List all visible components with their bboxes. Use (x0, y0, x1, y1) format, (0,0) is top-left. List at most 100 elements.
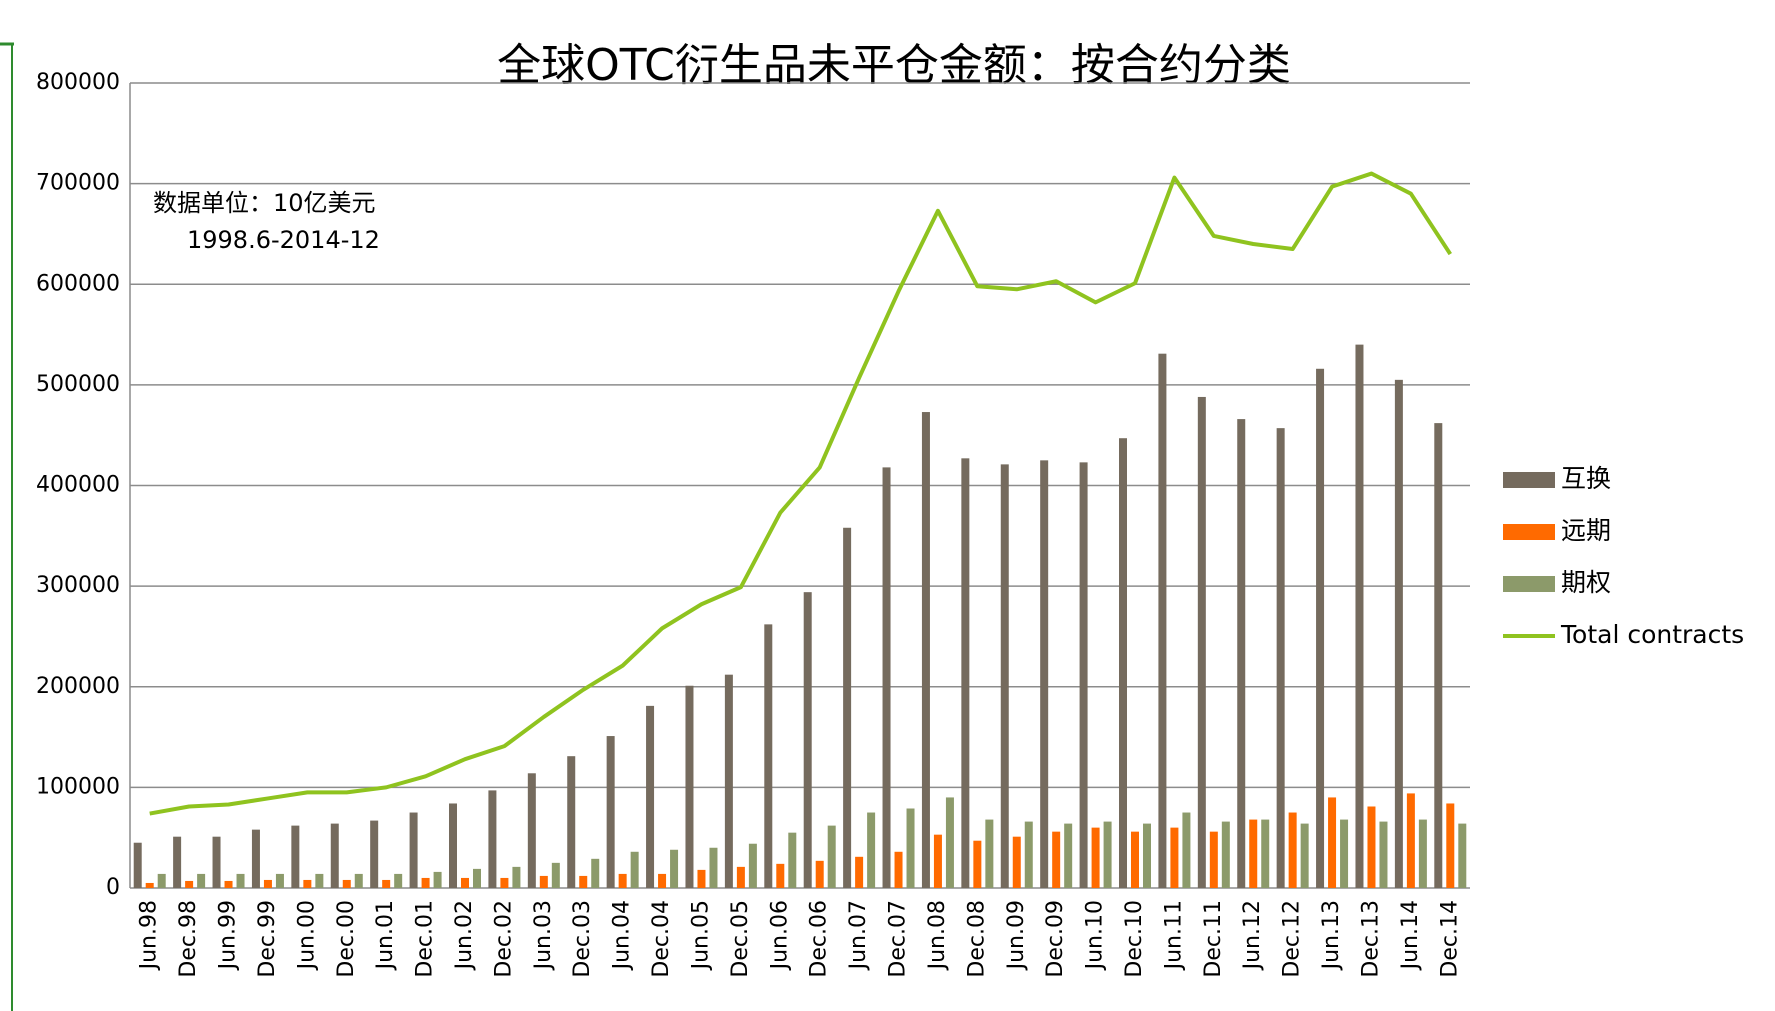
bar (748, 843, 757, 888)
bar (815, 860, 824, 888)
bar (906, 808, 915, 888)
x-tick-label: Dec.00 (334, 900, 359, 978)
annotation: 数据单位：10亿美元 (153, 189, 376, 217)
bar (1340, 819, 1349, 888)
bar (330, 823, 339, 888)
x-tick-label: Dec.11 (1201, 900, 1226, 978)
x-tick-label: Dec.13 (1358, 900, 1383, 978)
bar (133, 842, 142, 888)
bar (1316, 368, 1325, 888)
bar (145, 882, 154, 888)
x-tick-label: Jun.01 (373, 900, 398, 971)
bar (1367, 806, 1376, 888)
bar (1158, 353, 1167, 888)
bar (567, 756, 576, 888)
bar (827, 825, 836, 888)
x-tick-label: Jun.13 (1319, 900, 1344, 971)
bar (551, 862, 560, 888)
bar (275, 873, 284, 888)
x-tick-label: Dec.14 (1437, 900, 1462, 978)
bar (658, 873, 667, 888)
bar (843, 527, 852, 888)
bar (945, 797, 954, 888)
bar (1052, 831, 1061, 888)
bar (1300, 823, 1309, 888)
bar (1221, 821, 1230, 888)
x-tick-label: Jun.12 (1240, 900, 1265, 971)
bar (1249, 819, 1258, 888)
bar (646, 705, 655, 888)
x-tick-label: Dec.10 (1122, 900, 1147, 978)
bar (461, 877, 469, 888)
bar (1091, 827, 1100, 888)
x-tick-label: Jun.10 (1083, 900, 1108, 971)
bar (921, 412, 930, 888)
bar (185, 880, 194, 888)
bar (1119, 438, 1127, 888)
x-tick-label: Jun.11 (1161, 900, 1186, 971)
bar (382, 879, 391, 888)
legend-label: 远期 (1561, 516, 1611, 545)
bar (1209, 831, 1218, 888)
bar (788, 832, 797, 888)
annotation: 1998.6-2014-12 (187, 226, 380, 254)
bar (1394, 379, 1403, 888)
bar (1355, 344, 1364, 888)
bar (736, 866, 745, 888)
x-tick-label: Jun.14 (1398, 900, 1423, 971)
bar (236, 873, 245, 888)
bar (697, 869, 706, 888)
x-tick-label: Dec.01 (413, 900, 438, 978)
bar (342, 879, 351, 888)
x-tick-label: Dec.05 (728, 900, 753, 978)
bar (867, 812, 876, 888)
bar (1024, 821, 1033, 888)
bar (579, 875, 588, 888)
legend-label: 互换 (1561, 464, 1611, 493)
bar (224, 880, 233, 888)
x-tick-label: Dec.08 (964, 900, 989, 978)
bar (173, 836, 182, 888)
x-tick-label: Jun.00 (294, 900, 319, 971)
y-tick-label: 600000 (36, 271, 120, 296)
bar (685, 685, 694, 888)
bar (1064, 823, 1073, 888)
x-tick-label: Dec.07 (886, 900, 911, 978)
bar (197, 873, 206, 888)
bar (251, 829, 260, 888)
bar (606, 736, 615, 888)
bar (709, 847, 718, 888)
x-tick-label: Dec.02 (491, 900, 516, 978)
bar (303, 879, 312, 888)
y-tick-label: 500000 (36, 372, 120, 397)
bar (882, 467, 891, 888)
bar (370, 820, 379, 888)
bar (670, 849, 679, 888)
bar (1143, 823, 1151, 888)
y-tick-label: 0 (106, 875, 120, 900)
bar (1000, 464, 1009, 888)
y-tick-label: 300000 (36, 573, 120, 598)
x-tick-label: Jun.08 (925, 900, 950, 971)
bar (433, 871, 442, 888)
bar (1182, 812, 1191, 888)
bar (1276, 428, 1285, 888)
x-tick-label: Jun.06 (767, 900, 792, 971)
x-tick-label: Jun.99 (216, 900, 241, 971)
legend-swatch (1503, 472, 1555, 488)
bar (409, 812, 418, 888)
bar (803, 592, 812, 888)
bar (933, 834, 942, 888)
bar (421, 877, 430, 888)
x-tick-label: Jun.09 (1004, 900, 1029, 971)
bar (1131, 831, 1139, 888)
x-tick-label: Jun.98 (137, 900, 162, 971)
bar (1197, 396, 1206, 888)
legend-label: 期权 (1561, 568, 1611, 597)
bar (1288, 812, 1297, 888)
bar (1170, 827, 1179, 888)
bar (1418, 819, 1427, 888)
y-tick-label: 700000 (36, 171, 120, 196)
x-tick-label: Dec.12 (1280, 900, 1305, 978)
y-tick-label: 800000 (36, 70, 120, 95)
